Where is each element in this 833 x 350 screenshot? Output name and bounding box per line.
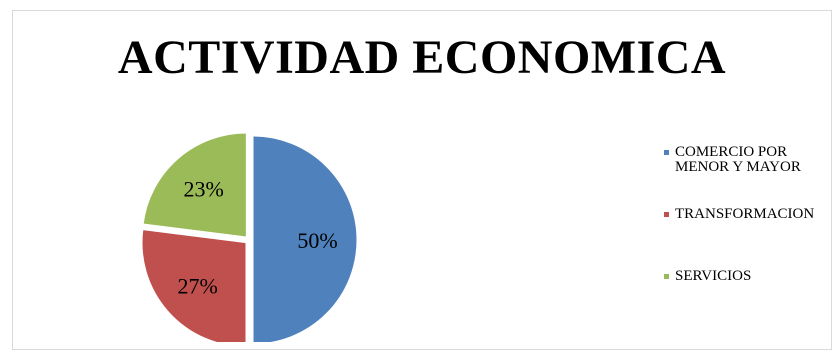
legend-label-servicios: SERVICIOS [675, 268, 752, 284]
legend-marker-transformacion [664, 212, 669, 217]
pie-label-comercio: 50% [297, 228, 337, 253]
pie-chart: 50% 27% 23% [141, 132, 358, 342]
legend-label-transformacion: TRANSFORMACION [675, 206, 815, 222]
chart-title: ACTIVIDAD ECONOMICA [117, 31, 727, 84]
pie-slice-servicios [142, 132, 247, 238]
chart-frame [12, 10, 832, 350]
pie-slice-comercio [252, 135, 358, 342]
legend-marker-comercio [664, 150, 669, 155]
legend-marker-servicios [664, 274, 669, 279]
legend-item-servicios: SERVICIOS [664, 269, 815, 284]
pie-label-transformacion: 27% [177, 273, 217, 298]
legend-item-comercio: COMERCIO POR MENOR Y MAYOR [664, 145, 825, 175]
pie-label-servicios: 23% [184, 177, 224, 202]
legend-label-comercio: COMERCIO POR MENOR Y MAYOR [675, 144, 801, 175]
pie-slice-transformacion [141, 229, 247, 342]
legend-item-transformacion: TRANSFORMACION [664, 207, 815, 222]
